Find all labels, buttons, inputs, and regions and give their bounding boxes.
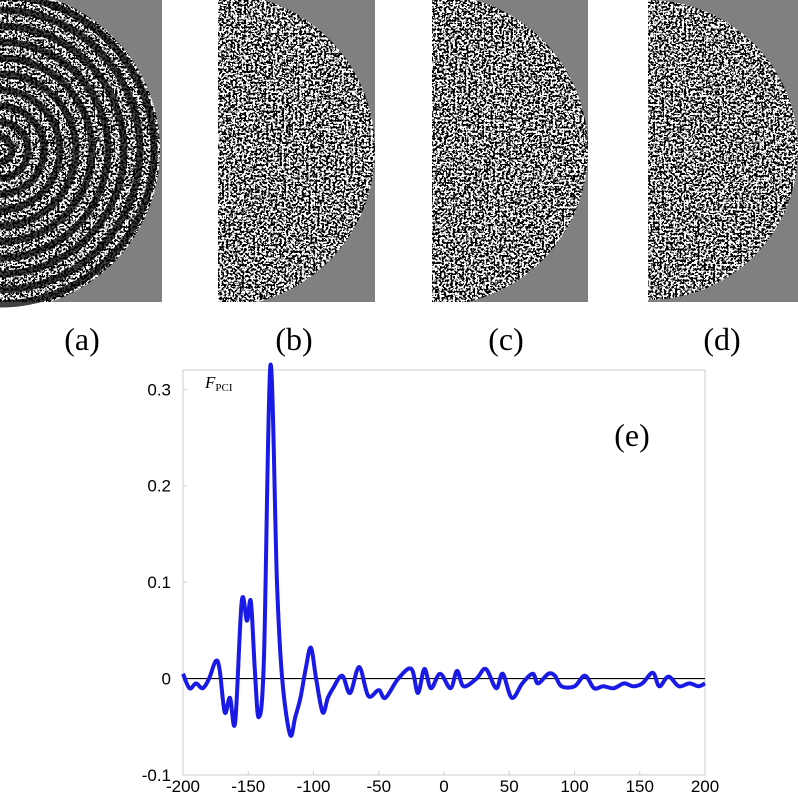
x-tick-label: 100 (560, 777, 588, 796)
panel-label: (d) (703, 321, 740, 357)
y-tick-label: 0.3 (147, 380, 171, 399)
x-tick-label: 0 (439, 777, 448, 796)
x-tick-label: -100 (296, 777, 330, 796)
x-tick-label: 200 (691, 777, 719, 796)
y-tick-label: 0.1 (147, 573, 171, 592)
panel-label: (a) (64, 321, 100, 357)
panel-label: (c) (488, 321, 524, 357)
y-label-symbol: F (204, 373, 216, 392)
panel-label: (b) (275, 321, 312, 357)
y-tick-label: -0.1 (142, 766, 171, 785)
x-tick-label: -150 (231, 777, 265, 796)
x-tick-label: -50 (366, 777, 391, 796)
data-line (181, 362, 706, 738)
x-tick-label: -200 (166, 777, 200, 796)
y-tick-label: 0.2 (147, 477, 171, 496)
x-tick-label: 50 (500, 777, 519, 796)
annotation: (e) (614, 417, 650, 453)
y-label-subscript: PCI (215, 382, 232, 394)
image-panels (0, 0, 798, 308)
x-tick-label: 150 (626, 777, 654, 796)
y-label: FPCI (204, 373, 233, 394)
y-tick-label: 0 (162, 670, 171, 689)
